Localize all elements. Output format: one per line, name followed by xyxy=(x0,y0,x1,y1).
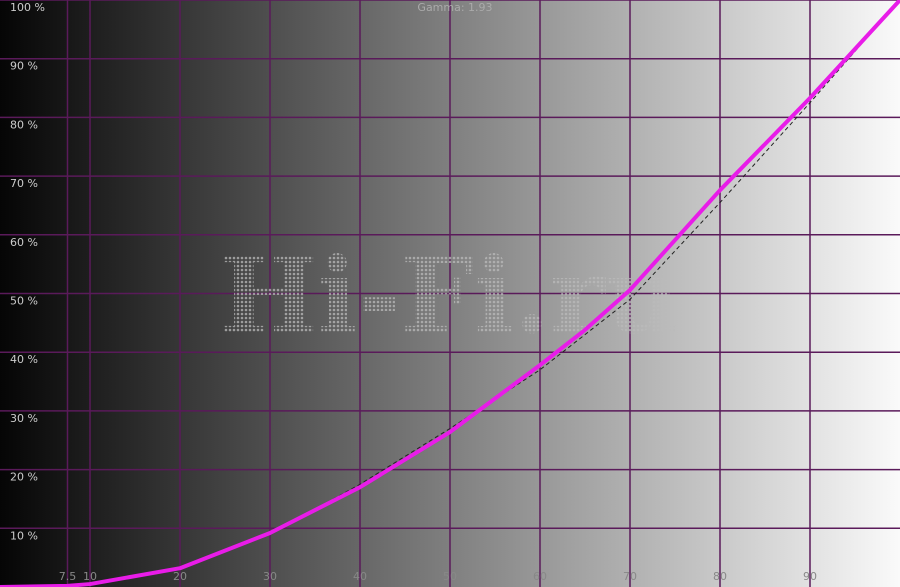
y-tick-label: 90 % xyxy=(10,60,38,73)
x-tick-label: 60 xyxy=(533,570,547,583)
y-tick-label: 20 % xyxy=(10,471,38,484)
x-tick-label: 80 xyxy=(713,570,727,583)
x-tick-label: 30 xyxy=(263,570,277,583)
y-tick-label: 30 % xyxy=(10,412,38,425)
x-tick-label: 10 xyxy=(83,570,97,583)
watermark: Hi-Fi.ru xyxy=(220,234,681,357)
x-tick-label: 40 xyxy=(353,570,367,583)
x-tick-label: 90 xyxy=(803,570,817,583)
x-tick-label: 70 xyxy=(623,570,637,583)
x-tick-label: 50 xyxy=(443,570,457,583)
y-tick-label: 40 % xyxy=(10,353,38,366)
y-tick-label: 100 % xyxy=(10,1,45,14)
x-tick-label: 20 xyxy=(173,570,187,583)
y-tick-label: 50 % xyxy=(10,295,38,308)
y-tick-label: 70 % xyxy=(10,177,38,190)
y-tick-label: 60 % xyxy=(10,236,38,249)
y-tick-label: 80 % xyxy=(10,118,38,131)
x-tick-label: 7.5 xyxy=(59,570,77,583)
y-tick-label: 10 % xyxy=(10,529,38,542)
chart-title: Gamma: 1.93 xyxy=(417,1,492,14)
